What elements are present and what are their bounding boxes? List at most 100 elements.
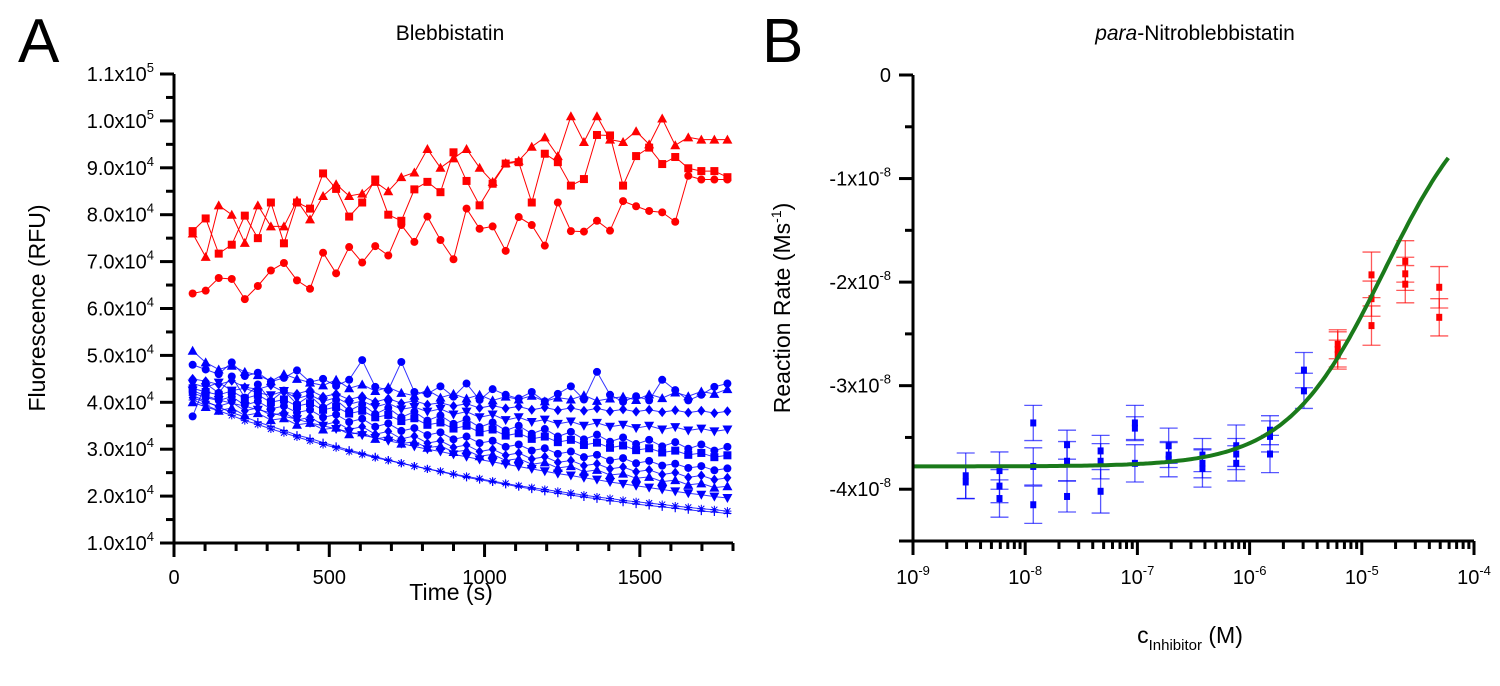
marker-circle (540, 444, 549, 453)
marker-circle (632, 202, 641, 211)
series-red-triangle (187, 111, 733, 261)
marker-diamond (553, 457, 562, 468)
marker-star (410, 462, 419, 471)
data-point-blue (1024, 485, 1043, 525)
x-tick-exponent: -8 (1031, 563, 1043, 578)
marker-triangle-down (631, 424, 642, 434)
marker-circle (410, 407, 419, 416)
marker-circle (319, 374, 328, 383)
marker-triangle-down (526, 417, 537, 427)
marker-diamond (632, 466, 641, 477)
marker-triangle-down (187, 386, 198, 396)
marker-circle (292, 276, 301, 285)
point-marker (1300, 366, 1307, 374)
marker-square (410, 414, 419, 423)
marker-square (449, 148, 458, 157)
marker-square (188, 227, 197, 236)
marker-triangle-down (644, 421, 655, 431)
marker-circle (697, 462, 706, 471)
marker-triangle-down (409, 402, 420, 412)
x-tick-base: 10 (1457, 567, 1479, 589)
marker-triangle (344, 190, 355, 200)
marker-star (227, 411, 236, 420)
marker-square (606, 443, 615, 452)
marker-square (606, 131, 615, 140)
marker-square (645, 143, 654, 152)
marker-circle (279, 402, 288, 411)
marker-square (566, 181, 575, 190)
point-marker (1300, 387, 1307, 395)
marker-triangle-down (305, 418, 316, 428)
y-tick-exponent: 4 (147, 201, 154, 216)
marker-triangle (409, 167, 420, 177)
marker-circle (645, 396, 654, 405)
y-tick-exponent: 5 (147, 107, 154, 122)
marker-triangle (461, 393, 472, 403)
marker-diamond (423, 399, 432, 410)
marker-circle (658, 375, 667, 384)
marker-triangle-down (644, 483, 655, 493)
marker-square (227, 387, 236, 396)
marker-circle (710, 446, 719, 455)
series-blue-7 (188, 392, 732, 485)
marker-square (514, 158, 523, 167)
marker-circle (619, 454, 628, 463)
marker-star (514, 481, 523, 490)
marker-triangle (709, 388, 720, 398)
y-tick-label: 5.0x104 (87, 341, 154, 367)
marker-triangle (722, 134, 733, 144)
marker-square (423, 420, 432, 429)
x-tick-exponent: -7 (1143, 563, 1155, 578)
marker-square (227, 240, 236, 249)
point-marker (1233, 459, 1240, 467)
marker-square (306, 399, 315, 408)
marker-circle (527, 446, 536, 455)
x-tick-exponent: -9 (918, 563, 930, 578)
marker-circle (397, 413, 406, 422)
marker-square (292, 198, 301, 207)
marker-triangle-down (239, 384, 250, 394)
point-marker (1064, 457, 1071, 465)
marker-triangle (552, 151, 563, 161)
marker-diamond (723, 406, 732, 417)
marker-triangle-down (670, 423, 681, 433)
marker-triangle (578, 137, 589, 147)
panel-b-y-axis-title: Reaction Rate (Ms-1) (768, 203, 795, 414)
marker-circle (723, 379, 732, 388)
marker-circle (292, 408, 301, 417)
marker-star (579, 491, 588, 500)
series-blue-4 (187, 378, 733, 437)
marker-triangle (291, 373, 302, 383)
panel-a-y-axis-title: Fluorescence (RFU) (24, 204, 50, 411)
marker-star (201, 401, 210, 410)
marker-diamond (619, 404, 628, 415)
marker-star (279, 428, 288, 437)
marker-square (710, 167, 719, 176)
marker-circle (710, 466, 719, 475)
y-tick-exponent: 4 (147, 248, 154, 263)
marker-triangle (644, 471, 655, 481)
marker-star (319, 440, 328, 449)
marker-triangle-down (474, 455, 485, 465)
panel-a-axes: 1.1x1051.0x1059.0x1048.0x1047.0x1046.0x1… (87, 60, 735, 589)
marker-triangle (591, 395, 602, 405)
marker-triangle (357, 188, 368, 198)
marker-circle (449, 435, 458, 444)
marker-circle (449, 392, 458, 401)
marker-circle (527, 221, 536, 230)
marker-circle (423, 431, 432, 440)
marker-circle (423, 389, 432, 398)
marker-circle (201, 379, 210, 388)
marker-diamond (553, 405, 562, 416)
marker-triangle-down (422, 407, 433, 417)
y-tick-label: -2x10-8 (829, 268, 891, 294)
marker-triangle-down (461, 407, 472, 417)
marker-star (345, 447, 354, 456)
marker-square (384, 410, 393, 419)
y-tick-exponent: 4 (147, 341, 154, 356)
x-title-main: c (1137, 622, 1149, 648)
marker-circle (384, 403, 393, 412)
marker-star (632, 497, 641, 506)
marker-circle (579, 453, 588, 462)
marker-triangle-down (422, 445, 433, 455)
